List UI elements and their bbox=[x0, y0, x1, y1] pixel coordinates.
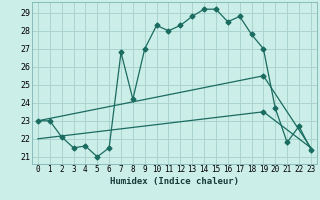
X-axis label: Humidex (Indice chaleur): Humidex (Indice chaleur) bbox=[110, 177, 239, 186]
